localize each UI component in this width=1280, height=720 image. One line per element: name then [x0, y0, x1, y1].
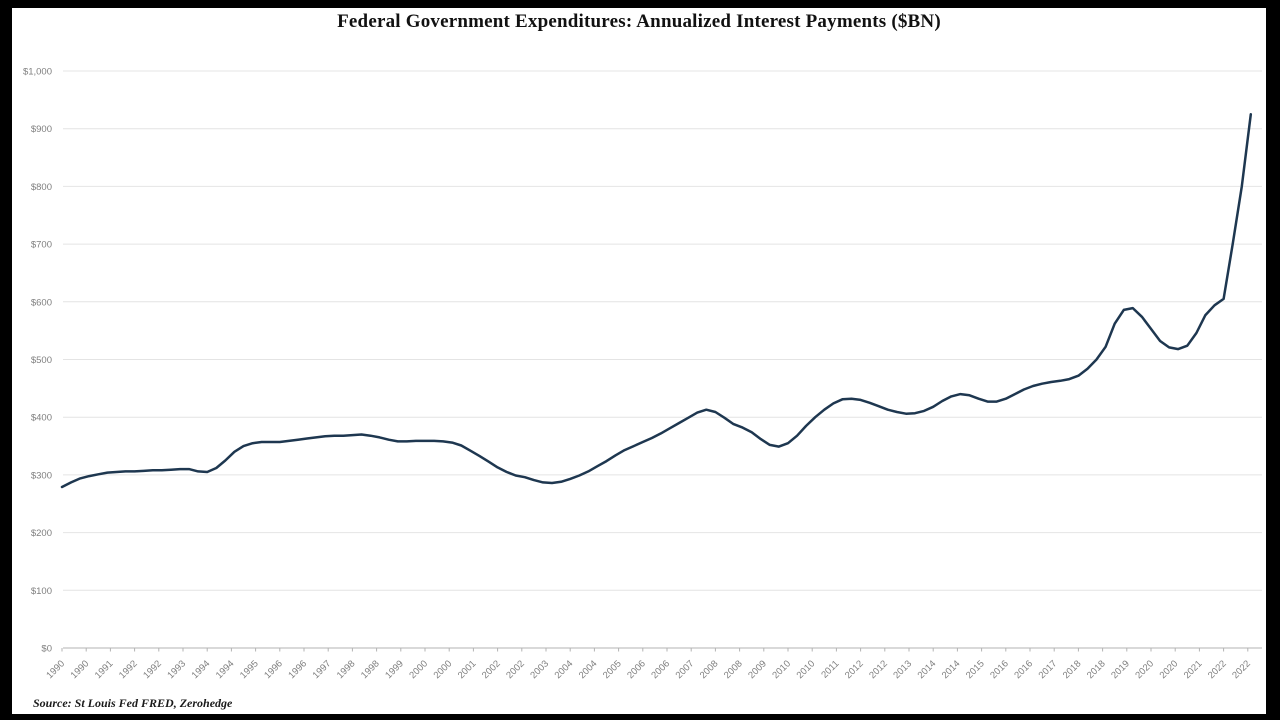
x-axis-tick-label: 2002 — [504, 658, 527, 681]
x-axis-tick-label: 2008 — [698, 658, 721, 681]
y-axis-tick-label: $200 — [31, 528, 52, 539]
x-axis-tick-label: 2012 — [867, 658, 890, 681]
x-axis-tick-label: 2008 — [722, 658, 745, 681]
x-axis-tick-label: 2016 — [988, 658, 1011, 681]
x-axis-tick-label: 2004 — [577, 658, 600, 681]
x-axis-tick-label: 1996 — [286, 658, 309, 681]
x-axis-tick-label: 2011 — [819, 658, 841, 680]
x-axis-tick-label: 2006 — [625, 658, 648, 681]
y-axis-tick-label: $600 — [31, 297, 52, 308]
x-axis-tick-label: 2018 — [1061, 658, 1084, 681]
x-axis-tick-label: 1998 — [359, 658, 382, 681]
trend-line — [60, 113, 1253, 489]
y-axis-tick-label: $0 — [41, 644, 52, 655]
x-axis-tick-label: 2021 — [1182, 658, 1205, 681]
x-axis-tick-label: 2015 — [964, 658, 987, 681]
source-note: Source: St Louis Fed FRED, Zerohedge — [33, 696, 233, 710]
chart-canvas: $1,000 $900 $800 $700 $600 $500 $400 $300 $200 $1… — [23, 67, 1262, 681]
x-axis-tick-label: 1993 — [165, 658, 188, 681]
x-axis-tick-label: 2000 — [432, 658, 455, 681]
x-axis-tick-label: 2007 — [674, 658, 697, 681]
x-axis-tick-label: 2000 — [407, 658, 430, 681]
x-axis-tick-label: 1990 — [69, 658, 92, 681]
x-axis-tick-label: 1995 — [238, 658, 261, 681]
chart-frame: Federal Government Expenditures: Annuali… — [12, 8, 1266, 714]
x-axis-tick-label: 2020 — [1158, 658, 1181, 681]
x-axis-tick-label: 2009 — [746, 658, 769, 681]
y-axis-tick-label: $900 — [31, 124, 52, 135]
x-axis-tick-label: 2003 — [528, 658, 551, 681]
x-axis-tick-label: 2010 — [795, 658, 818, 681]
x-axis-tick-label: 1994 — [190, 658, 213, 681]
x-axis-tick-label: 2017 — [1037, 658, 1060, 681]
x-axis-tick-label: 2006 — [649, 658, 672, 681]
x-axis-tick-label: 2004 — [553, 658, 576, 681]
x-axis-tick-label: 1994 — [214, 658, 237, 681]
x-axis-tick-label: 2014 — [916, 658, 939, 681]
x-axis-tick-label: 1991 — [93, 658, 116, 681]
x-axis-tick-label: 2002 — [480, 658, 503, 681]
chart-title: Federal Government Expenditures: Annuali… — [337, 11, 941, 32]
x-axis-tick-label: 2016 — [1012, 658, 1035, 681]
x-axis-tick-label: 2019 — [1109, 658, 1132, 681]
x-axis-tick-label: 2018 — [1085, 658, 1108, 681]
y-axis-tick-label: $400 — [31, 413, 52, 424]
x-axis-tick-label: 1990 — [44, 658, 67, 681]
y-axis-tick-label: $300 — [31, 470, 52, 481]
x-axis-tick-label: 2014 — [940, 658, 963, 681]
x-axis-tick-label: 2013 — [891, 658, 914, 681]
x-axis-tick-label: 1997 — [311, 658, 334, 681]
y-axis-tick-label: $800 — [31, 182, 52, 193]
x-axis-tick-label: 2022 — [1230, 658, 1253, 681]
x-axis-tick-label: 2005 — [601, 658, 624, 681]
x-axis-tick-label: 2022 — [1206, 658, 1229, 681]
y-axis-tick-label: $1,000 — [23, 67, 52, 78]
x-axis-tick-label: 2020 — [1133, 658, 1156, 681]
y-axis-tick-label: $700 — [31, 240, 52, 251]
x-axis-tick-label: 1999 — [383, 658, 406, 681]
x-axis-tick-label: 2010 — [770, 658, 793, 681]
x-axis-tick-label: 1996 — [262, 658, 285, 681]
y-axis-tick-label: $100 — [31, 586, 52, 597]
x-axis-tick-label: 1998 — [335, 658, 358, 681]
x-axis-tick-label: 1992 — [117, 658, 140, 681]
x-axis-tick-label: 2012 — [843, 658, 866, 681]
x-axis-tick-label: 1992 — [141, 658, 164, 681]
x-axis-tick-label: 2001 — [456, 658, 479, 681]
y-axis-tick-label: $500 — [31, 355, 52, 366]
